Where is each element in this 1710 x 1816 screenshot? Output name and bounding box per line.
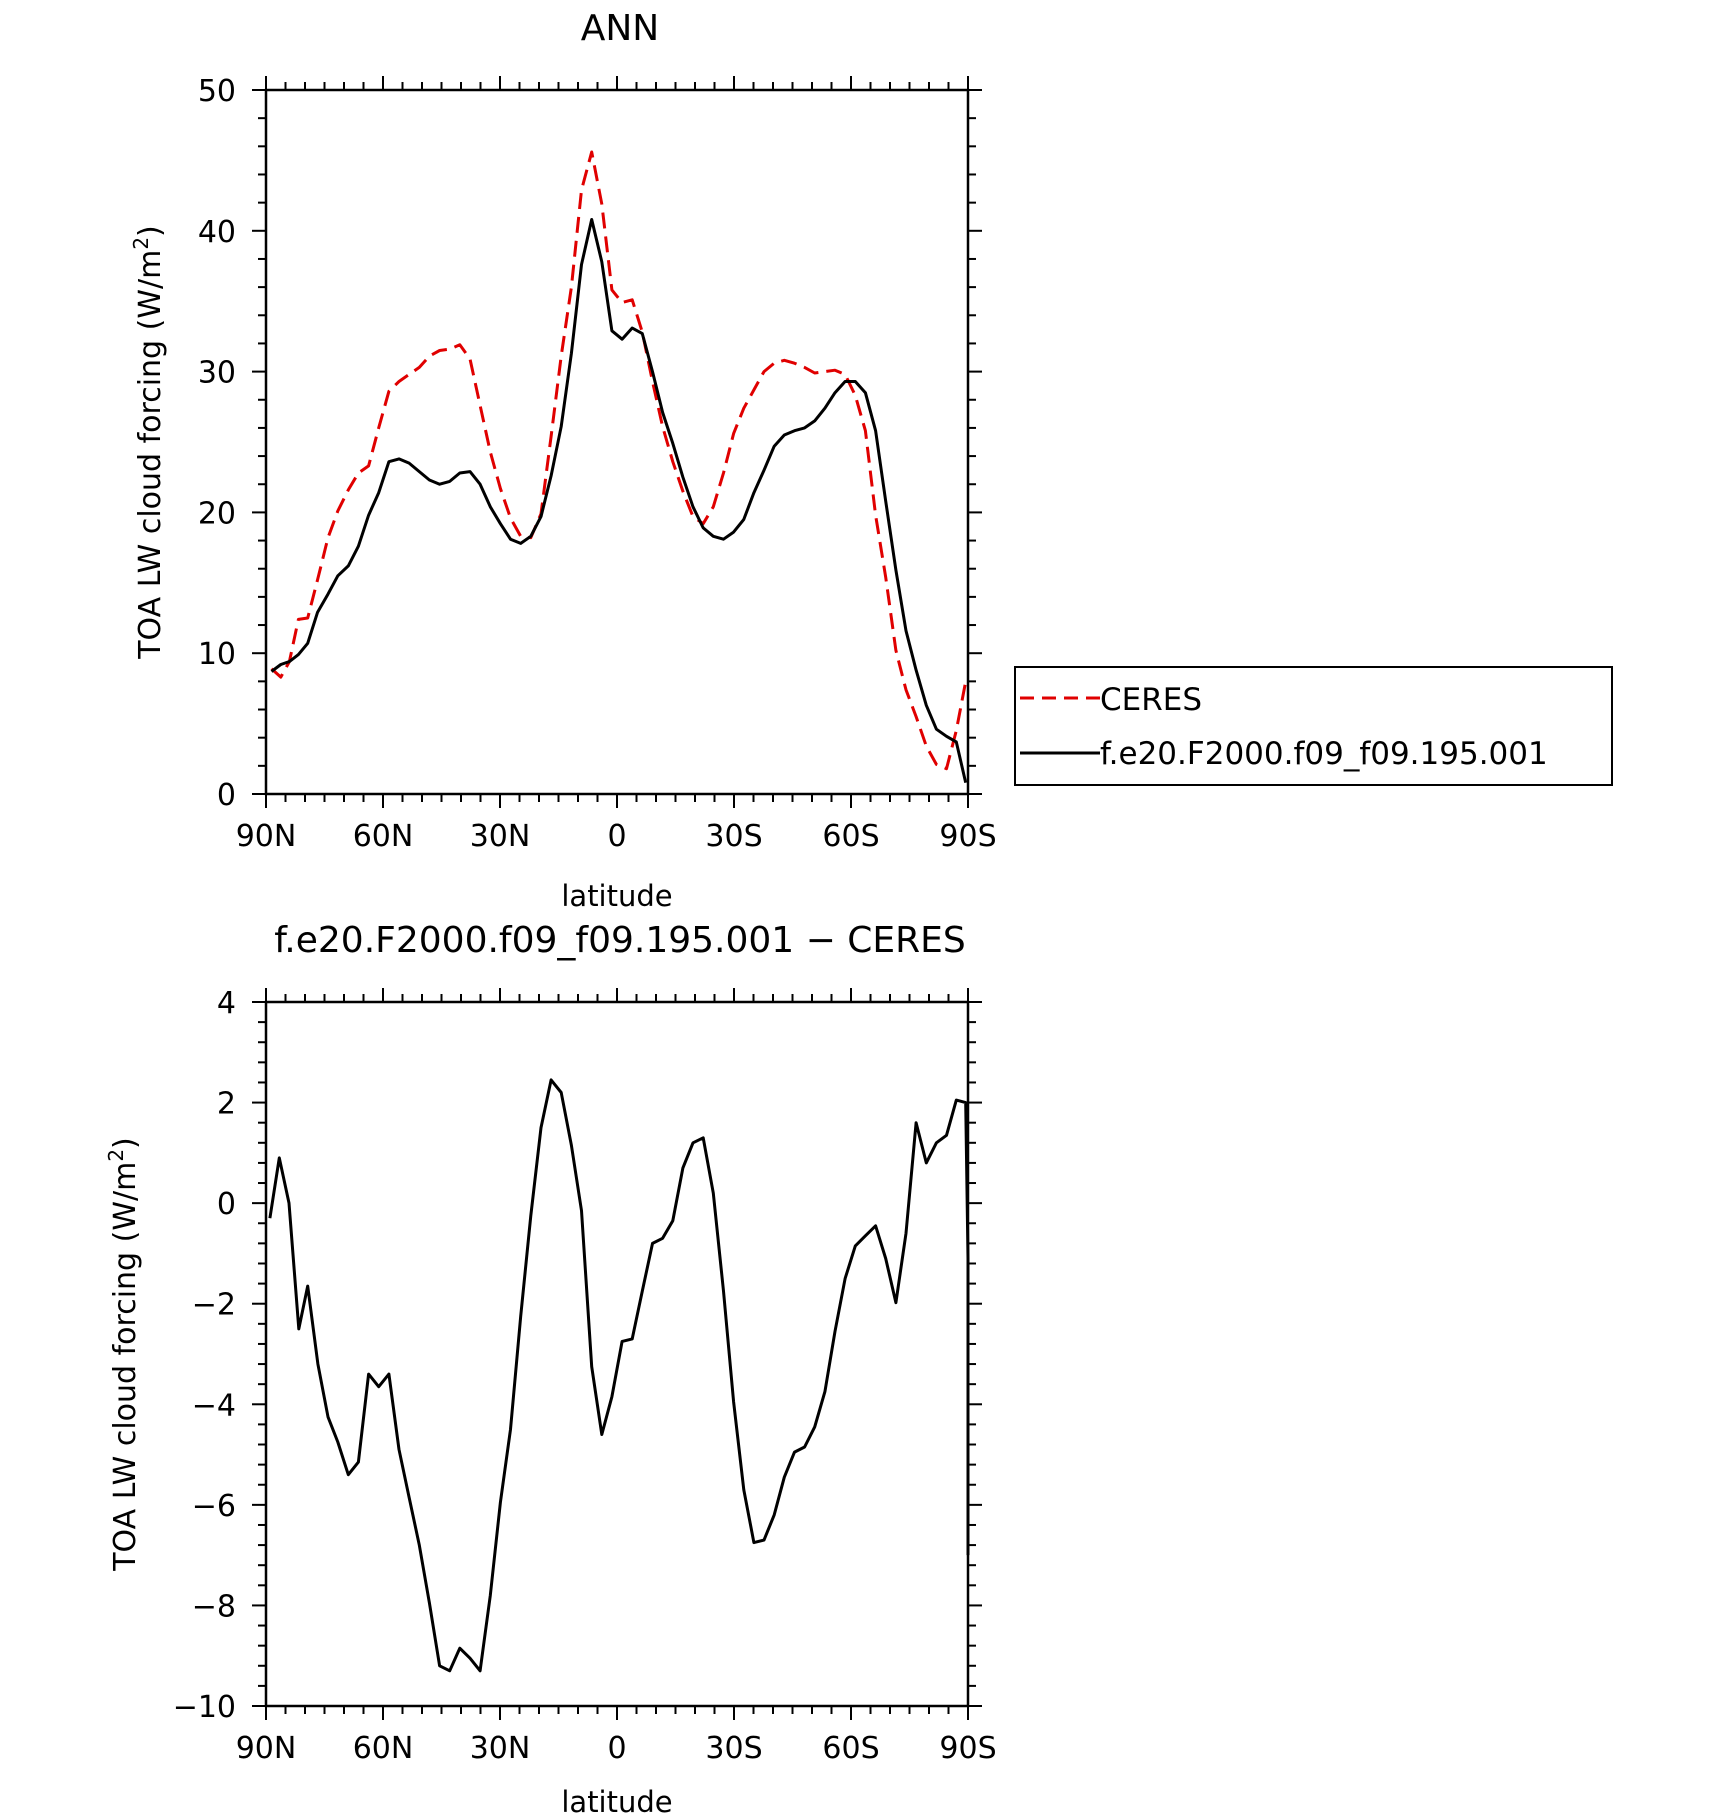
bottom-y-tick-label: −10 (173, 1690, 236, 1725)
legend-label-ceres: CERES (1100, 682, 1202, 718)
bottom-y-tick-label: −2 (192, 1288, 236, 1323)
bottom-y-tick-label: −6 (192, 1489, 236, 1524)
bottom-x-axis-label: latitude (561, 1785, 672, 1816)
top-series-line-f-e20-f2000-f09-f09-195-001 (270, 218, 968, 784)
bottom-y-tick-label: 4 (217, 986, 236, 1021)
bottom-x-tick-label: 30S (705, 1731, 762, 1766)
bottom-x-tick-label: 90N (236, 1731, 297, 1766)
top-y-tick-label: 40 (198, 215, 236, 250)
top-x-tick-label: 90N (236, 819, 297, 854)
bottom-y-tick-label: −4 (192, 1388, 236, 1423)
bottom-y-tick-label: 2 (217, 1087, 236, 1122)
top-x-tick-label: 60S (822, 819, 879, 854)
bottom-series-line-0 (268, 1078, 970, 1673)
top-y-tick-label: 20 (198, 496, 236, 531)
bottom-difference-chart: f.e20.F2000.f09_f09.195.001 − CERES 4 2 0 −… (104, 920, 997, 1816)
top-y-axis-label: TOA LW cloud forcing (W/m2) (129, 225, 168, 660)
top-plot-frame (264, 88, 970, 796)
top-y-tick-label: 30 (198, 356, 236, 391)
top-chart-legend: CERES f.e20.F2000.f09_f09.195.001 (1014, 666, 1613, 786)
bottom-x-tick-label: 30N (470, 1731, 531, 1766)
bottom-x-tick-label: 60S (822, 1731, 879, 1766)
legend-label-model: f.e20.F2000.f09_f09.195.001 (1100, 736, 1548, 772)
legend-box (1014, 666, 1613, 786)
bottom-chart-title: f.e20.F2000.f09_f09.195.001 − CERES (274, 920, 966, 961)
top-x-tick-label: 60N (353, 819, 414, 854)
bottom-x-tick-label: 60N (353, 1731, 414, 1766)
top-y-tick-label: 10 (198, 637, 236, 672)
top-line-chart: ANN 0 10 20 30 40 50 90N 60N 30N 0 30S 60S 90S lati… (129, 8, 1613, 913)
bottom-y-axis-label: TOA LW cloud forcing (W/m2) (104, 1137, 143, 1572)
top-x-tick-label: 0 (607, 819, 626, 854)
top-series-line-ceres (270, 150, 968, 771)
top-y-tick-label: 50 (198, 74, 236, 109)
top-x-tick-label: 30S (705, 819, 762, 854)
bottom-plot-frame (264, 1000, 970, 1708)
bottom-x-tick-label: 0 (607, 1731, 626, 1766)
top-chart-title: ANN (581, 8, 660, 49)
top-x-tick-label: 30N (470, 819, 531, 854)
top-x-tick-label: 90S (939, 819, 996, 854)
bottom-y-tick-label: 0 (217, 1187, 236, 1222)
top-y-tick-label: 0 (217, 778, 236, 813)
bottom-x-tick-label: 90S (939, 1731, 996, 1766)
top-x-axis-label: latitude (561, 879, 672, 913)
bottom-y-tick-label: −8 (192, 1589, 236, 1624)
